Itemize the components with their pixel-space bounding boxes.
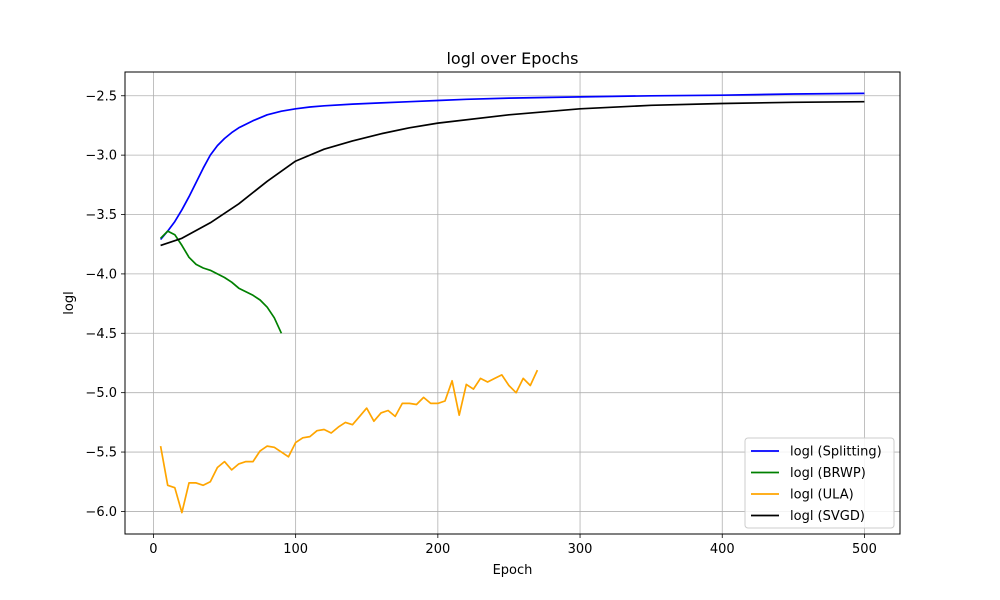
series-line-logl-brwp [159,230,283,334]
y-axis-label: logl [62,291,77,314]
x-tick-label: 100 [283,542,308,557]
legend-label: logl (BRWP) [790,466,866,481]
x-tick-label: 0 [149,542,157,557]
x-tick-label: 500 [852,542,877,557]
y-tick-label: −4.5 [85,327,117,342]
x-tick-label: 300 [568,542,593,557]
series-line-logl-ula [159,369,539,514]
y-tick-label: −3.0 [85,149,117,164]
y-tick-label: −5.0 [85,386,117,401]
x-tick-label: 400 [710,542,735,557]
legend-label: logl (SVGD) [790,509,865,524]
y-tick-label: −5.5 [85,446,117,461]
legend-label: logl (Splitting) [790,445,882,460]
y-tick-label: −3.5 [85,208,117,223]
legend-box [744,437,895,529]
legend: logl (Splitting) logl (BRWP) logl (ULA) log… [744,437,895,529]
legend-label: logl (ULA) [790,488,854,503]
series-line-logl-splitting [159,92,865,241]
series-layer [159,92,865,514]
chart-title: logl over Epochs [446,49,578,68]
y-tick-label: −2.5 [85,89,117,104]
x-axis-label: Epoch [493,563,533,578]
series-line-logl-svgd [160,100,865,247]
grid [125,72,900,534]
ticks: 0 100 200 300 400 500 −2.5 −3.0 −3.5 −4.0 −4.5 −5.0… [85,89,876,557]
y-tick-label: −4.0 [85,267,117,282]
x-tick-label: 200 [425,542,450,557]
plot-frame [124,71,901,535]
y-tick-label: −6.0 [85,505,117,520]
